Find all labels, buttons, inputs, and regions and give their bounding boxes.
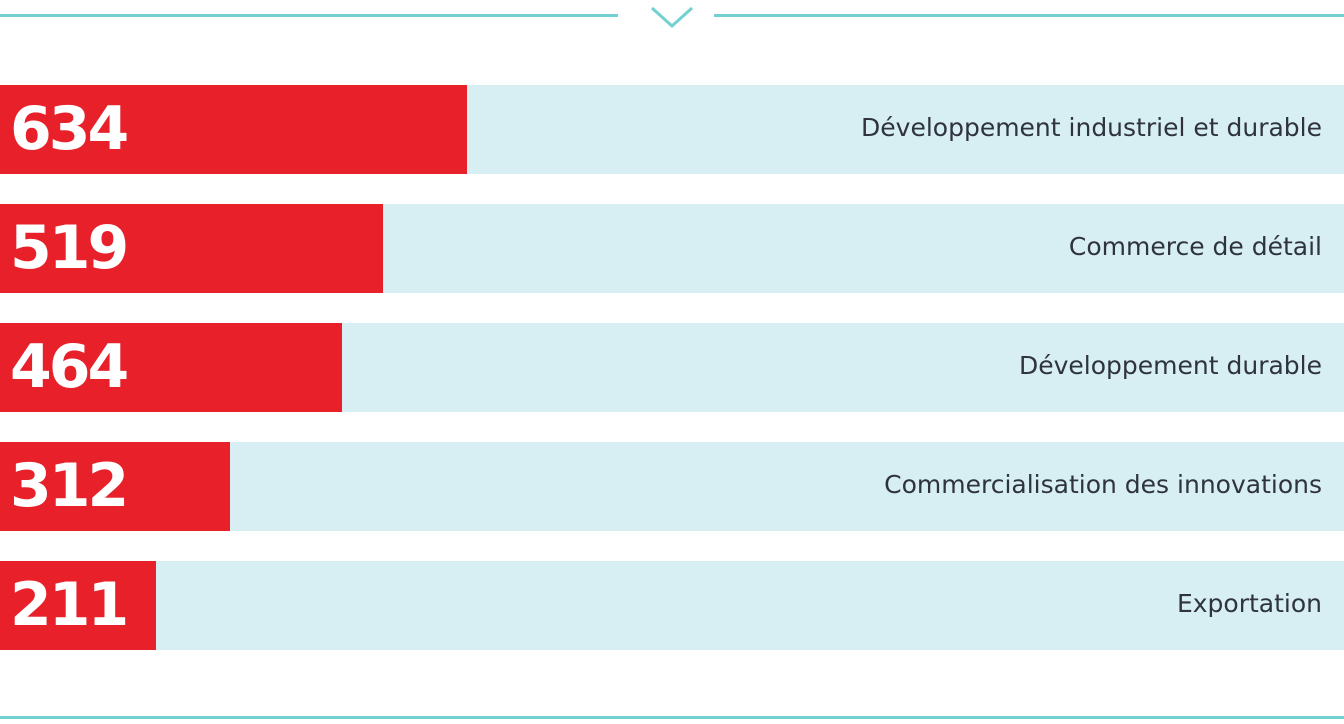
- bottom-divider: [0, 716, 1344, 719]
- bar-value-label: 519: [10, 213, 129, 283]
- bar-row: 211 Exportation: [0, 561, 1344, 650]
- chevron-down-icon: [650, 6, 694, 29]
- bar-category-label: Exportation: [1176, 589, 1322, 618]
- bar-value-label: 634: [10, 94, 129, 164]
- bar-value-label: 464: [10, 332, 129, 402]
- bar-value-label: 312: [10, 451, 129, 521]
- bar: [0, 323, 342, 412]
- bar-row: 312 Commercialisation des innovations: [0, 442, 1344, 531]
- bar-row: 464 Développement durable: [0, 323, 1344, 412]
- bar-category-label: Développement durable: [1018, 351, 1322, 380]
- bar: [0, 85, 467, 174]
- top-divider-right: [714, 14, 1344, 17]
- bar: [0, 442, 230, 531]
- bar-value-label: 211: [10, 570, 129, 640]
- bar-category-label: Commercialisation des innovations: [884, 470, 1322, 499]
- bar-row: 634 Développement industriel et durable: [0, 85, 1344, 174]
- top-divider-left: [0, 14, 618, 17]
- bar-row: 519 Commerce de détail: [0, 204, 1344, 293]
- bar: [0, 204, 383, 293]
- bar-category-label: Commerce de détail: [1068, 232, 1322, 261]
- bar: [0, 561, 156, 650]
- bar-category-label: Développement industriel et durable: [861, 113, 1322, 142]
